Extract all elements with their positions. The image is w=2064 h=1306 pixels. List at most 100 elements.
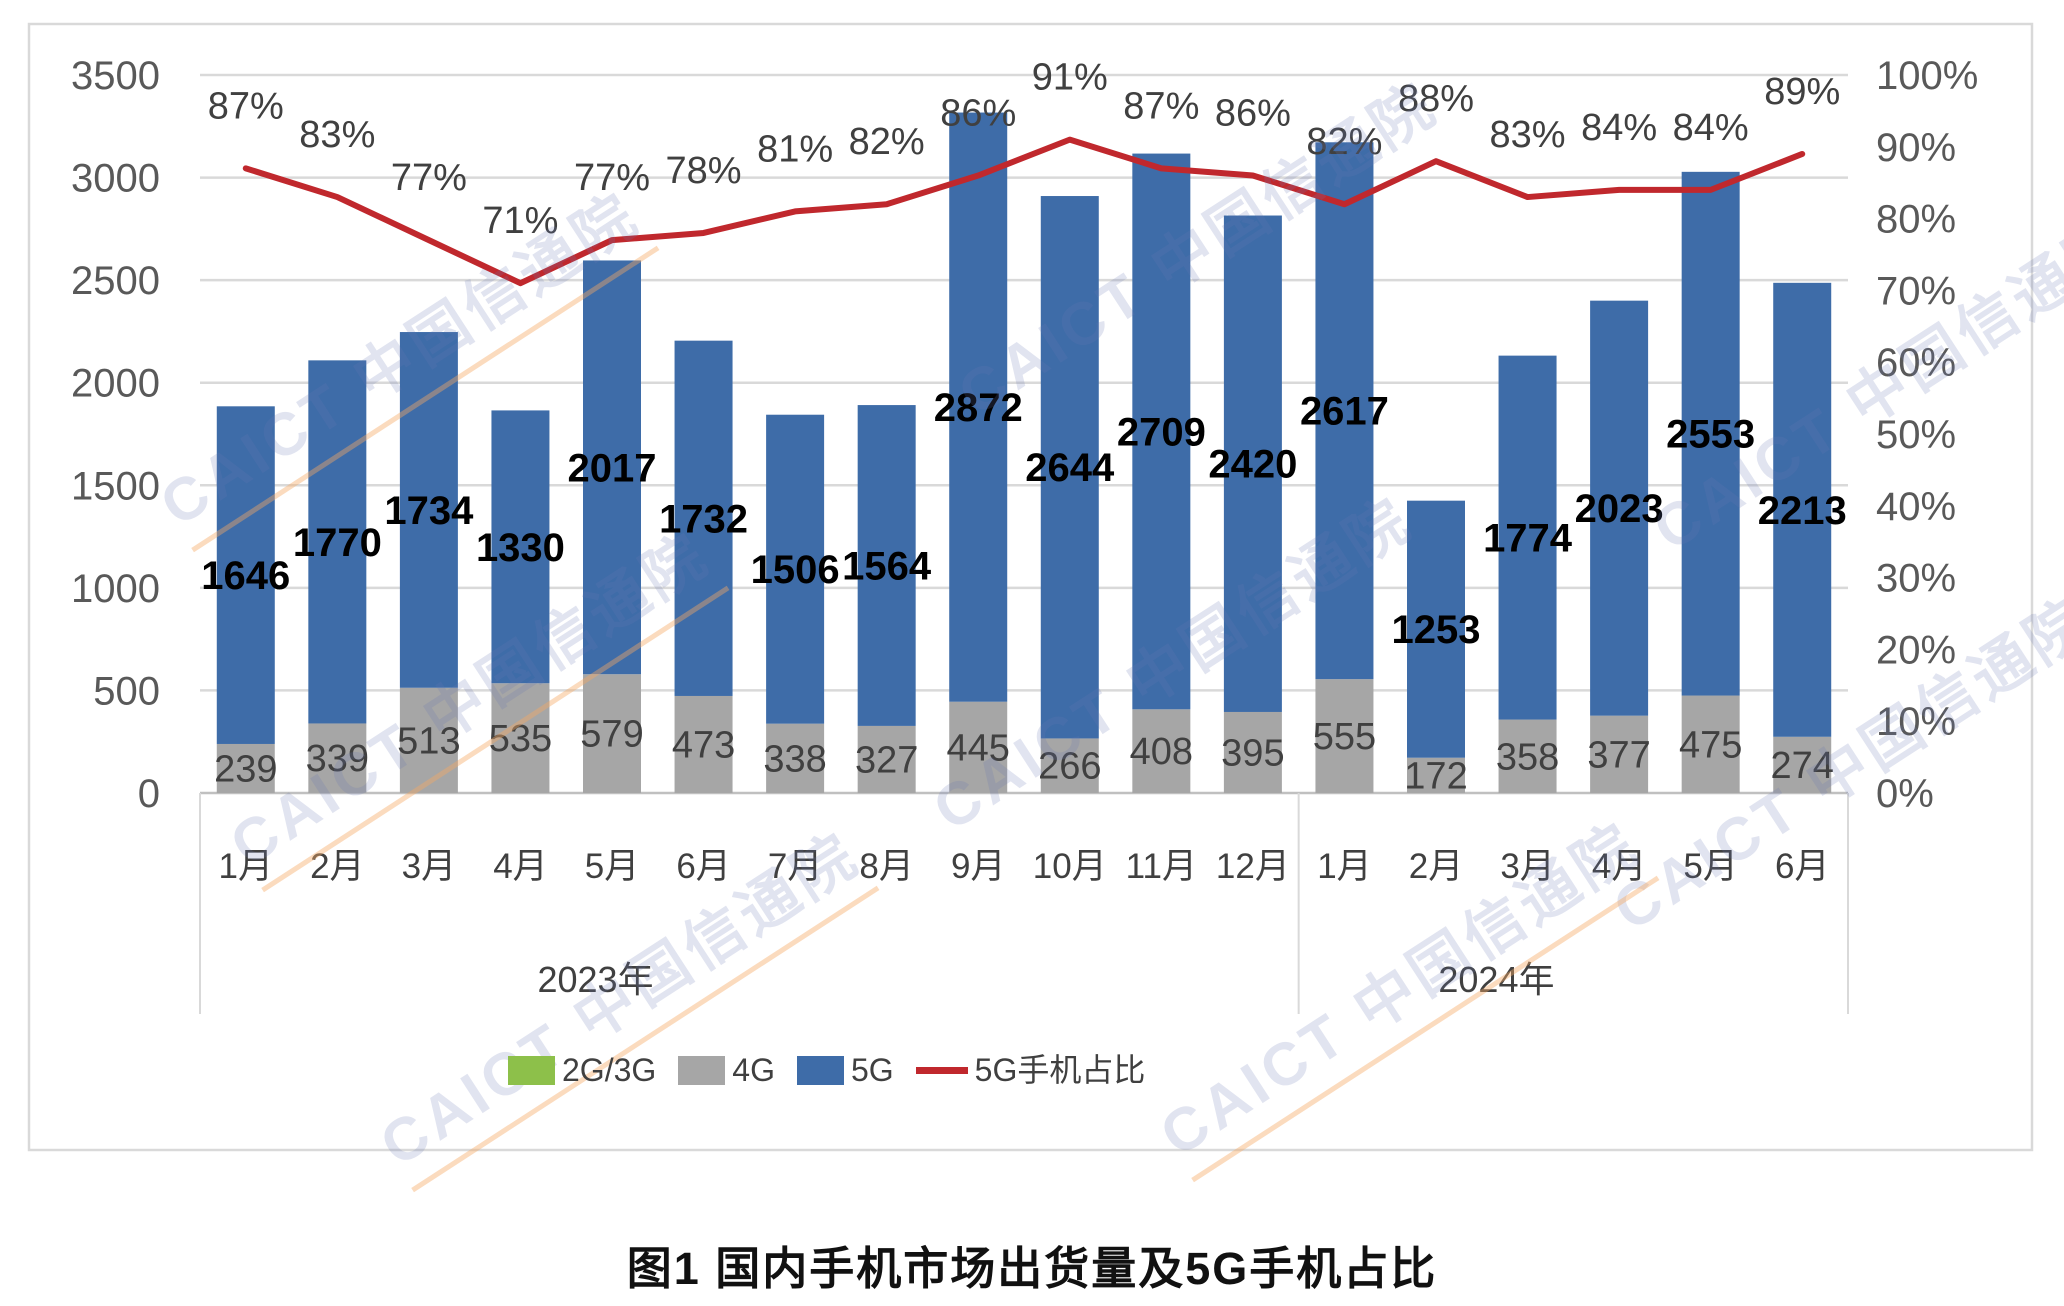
bar-4g [399,687,458,793]
bar-4g [308,723,367,793]
label-5g: 2017 [568,446,657,490]
label-4g: 327 [855,739,918,781]
bar-4g [1773,736,1832,793]
bar-4g [1132,709,1191,793]
label-5g: 2617 [1300,390,1389,434]
label-4g: 338 [763,738,826,780]
month-label: 2月 [1409,847,1463,886]
right-axis-tick: 40% [1876,485,1956,529]
month-label: 6月 [1775,847,1829,886]
figure-caption: 图1 国内手机市场出货量及5G手机占比 [626,1243,1438,1294]
month-label: 1月 [219,847,273,886]
label-5g: 1646 [201,554,290,598]
label-5g-share: 86% [940,93,1016,135]
month-label: 3月 [1500,847,1554,886]
label-4g: 172 [1404,755,1467,797]
left-axis-tick: 1000 [71,567,160,611]
year-label: 2023年 [537,959,653,1000]
label-4g: 239 [214,748,277,790]
bar-4g [674,695,733,793]
month-label: 7月 [768,847,822,886]
label-5g: 2709 [1117,410,1206,454]
label-4g: 266 [1038,746,1101,788]
legend-item-5g: 5G [796,1052,894,1088]
bar-4g [1590,715,1649,793]
month-label: 5月 [585,847,639,886]
bar-5g [308,360,367,724]
legend: 2G/3G 4G 5G 5G手机占比 [508,1054,1145,1086]
label-4g: 395 [1221,732,1284,774]
legend-line-5g-share [915,1066,968,1074]
bar-5g [1407,500,1465,758]
label-5g-share: 88% [1398,78,1474,120]
bar-4g [1315,679,1374,793]
bar-5g [949,112,1008,702]
label-5g: 2644 [1025,446,1115,490]
left-axis-tick: 2000 [71,362,160,406]
bar-5g [674,340,733,696]
month-label: 10月 [1033,847,1107,886]
label-4g: 445 [947,727,1010,769]
right-axis-tick: 30% [1876,557,1956,601]
bar-5g [1223,215,1282,712]
legend-swatch-4g [678,1055,726,1085]
bar-4g [491,683,550,793]
bar-5g [583,260,641,675]
month-label: 1月 [1317,847,1371,886]
left-axis-tick: 2500 [71,259,160,303]
label-4g: 274 [1771,745,1834,787]
label-5g-share: 77% [391,157,467,199]
label-5g-share: 71% [482,200,558,242]
right-axis-tick: 90% [1876,126,1956,170]
bar-4g [949,701,1008,793]
legend-label-2g3g: 2G/3G [562,1052,657,1088]
label-5g-share: 84% [1581,107,1657,149]
right-axis-tick: 50% [1876,413,1956,457]
bar-4g [583,674,641,793]
label-5g: 1734 [384,489,474,533]
label-5g-share: 78% [666,150,742,192]
bar-5g [1590,300,1649,716]
label-5g-share: 91% [1032,57,1108,99]
bar-4g [857,725,916,793]
label-4g: 339 [306,738,369,780]
legend-label-5g-share: 5G手机占比 [974,1052,1146,1088]
label-5g: 1770 [293,521,382,565]
label-5g: 2213 [1758,489,1847,533]
label-4g: 579 [580,714,643,756]
month-label: 8月 [859,847,913,886]
bar-4g [1223,711,1282,793]
label-5g-share: 87% [208,85,284,127]
label-4g: 555 [1313,716,1376,758]
legend-swatch-2g3g [508,1055,555,1085]
bar-4g [216,743,275,793]
label-4g: 535 [489,718,552,760]
label-5g: 1330 [476,526,565,570]
right-axis-tick: 10% [1876,700,1956,744]
label-4g: 473 [672,724,735,766]
bar-4g [1498,719,1557,793]
year-label: 2024年 [1438,959,1554,1000]
label-5g-share: 89% [1764,71,1840,113]
label-5g: 1506 [751,548,840,592]
bar-5g [1132,153,1191,710]
label-5g: 2023 [1575,487,1664,531]
label-5g-share: 82% [849,121,925,163]
bar-4g [1040,738,1099,793]
label-5g: 2420 [1208,443,1297,487]
label-4g: 408 [1130,731,1193,773]
label-5g-share: 77% [574,157,650,199]
month-label: 6月 [676,847,730,886]
bar-5g [1315,142,1374,680]
bar-5g [857,405,916,726]
label-5g: 1564 [842,544,932,588]
label-5g-share: 81% [757,128,833,170]
label-5g-share: 86% [1215,93,1291,135]
bar-5g [399,332,458,688]
label-5g: 1774 [1483,517,1573,561]
label-5g-share: 84% [1673,107,1749,149]
month-label: 5月 [1683,847,1737,886]
legend-label-5g: 5G [850,1052,894,1088]
